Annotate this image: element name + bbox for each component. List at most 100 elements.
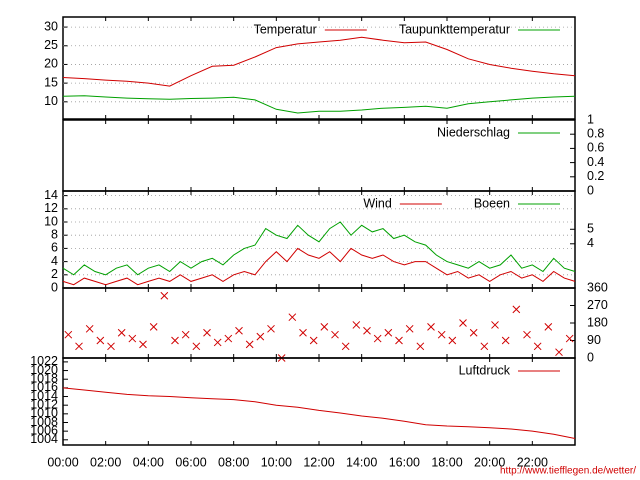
point-marker — [96, 336, 105, 345]
point-marker — [128, 334, 137, 343]
y-tick-label: 1004 — [30, 432, 58, 446]
y-tick-label: 1014 — [30, 389, 58, 403]
point-marker — [149, 323, 158, 331]
point-marker — [491, 321, 499, 329]
x-tick-label: 00:00 — [47, 455, 78, 469]
y2-tick-label: 4 — [587, 236, 594, 250]
point-marker — [75, 342, 83, 351]
y-tick-label: 20 — [44, 57, 58, 71]
point-marker — [299, 328, 307, 337]
point-marker — [544, 323, 553, 331]
point-marker — [288, 313, 297, 322]
legend-label: Boeen — [474, 196, 510, 210]
y-tick-label: 90 — [587, 333, 601, 347]
point-marker — [341, 342, 350, 351]
y-tick-label: 1006 — [30, 423, 58, 437]
point-marker — [85, 324, 94, 333]
y-tick-label: 1 — [587, 112, 594, 126]
y-tick-label: 1012 — [30, 397, 58, 411]
y-tick-label: 10 — [44, 214, 58, 228]
point-marker — [459, 319, 467, 327]
y-tick-label: 12 — [44, 201, 58, 215]
legend-label: Wind — [363, 196, 392, 210]
y-tick-label: 4 — [51, 254, 58, 268]
point-marker — [469, 328, 478, 337]
x-tick-label: 06:00 — [175, 455, 206, 469]
footer-link: http://www.tiefflegen.de/wetter/ — [500, 466, 636, 477]
point-marker — [405, 324, 414, 333]
point-marker — [320, 323, 329, 331]
point-marker — [555, 348, 563, 357]
x-tick-label: 20:00 — [474, 455, 505, 469]
point-marker — [160, 291, 169, 300]
y-tick-label: 6 — [51, 241, 58, 255]
point-marker — [437, 330, 446, 339]
point-marker — [427, 323, 435, 331]
point-marker — [533, 342, 542, 351]
y-tick-label: 14 — [44, 188, 58, 202]
y-tick-label: 0.4 — [587, 155, 604, 169]
x-tick-label: 14:00 — [346, 455, 377, 469]
point-marker — [384, 328, 393, 337]
x-tick-label: 10:00 — [261, 455, 292, 469]
point-marker — [352, 321, 361, 329]
series-line — [62, 247, 576, 286]
point-marker — [309, 336, 318, 345]
series-line — [62, 36, 576, 87]
y-tick-label: 0 — [587, 183, 594, 197]
y-tick-label: 1010 — [30, 406, 58, 420]
y-tick-label: 2 — [51, 267, 58, 281]
point-marker — [512, 305, 521, 314]
legend-label: Luftdruck — [459, 363, 511, 377]
x-tick-label: 12:00 — [303, 455, 334, 469]
y-tick-label: 1016 — [30, 380, 58, 394]
point-marker — [416, 342, 425, 351]
y-tick-label: 180 — [587, 315, 608, 329]
x-tick-label: 18:00 — [431, 455, 462, 469]
y-tick-label: 15 — [44, 75, 58, 89]
y-tick-label: 1008 — [30, 415, 58, 429]
point-marker — [181, 330, 190, 339]
point-marker — [235, 326, 243, 335]
x-tick-label: 08:00 — [218, 455, 249, 469]
point-marker — [224, 334, 233, 343]
point-marker — [363, 326, 371, 335]
y-tick-label: 270 — [587, 298, 608, 312]
y-tick-label: 10 — [44, 94, 58, 108]
point-marker — [117, 328, 126, 337]
x-tick-label: 02:00 — [90, 455, 121, 469]
y-tick-label: 0.6 — [587, 141, 604, 155]
point-marker — [256, 332, 265, 341]
y-tick-label: 8 — [51, 228, 58, 242]
y-tick-label: 25 — [44, 38, 58, 52]
point-marker — [64, 330, 73, 339]
point-marker — [171, 336, 179, 345]
point-marker — [139, 340, 147, 349]
y-tick-label: 360 — [587, 280, 608, 294]
point-marker — [192, 342, 201, 351]
point-marker — [523, 330, 531, 339]
point-marker — [213, 338, 222, 347]
y-tick-label: 0.2 — [587, 169, 604, 183]
x-tick-label: 16:00 — [389, 455, 420, 469]
x-tick-label: 04:00 — [133, 455, 164, 469]
legend-label: Temperatur — [254, 22, 317, 36]
y-tick-label: 0 — [51, 280, 58, 294]
point-marker — [480, 342, 489, 351]
legend-label: Taupunkttemperatur — [399, 22, 510, 36]
point-marker — [448, 336, 457, 345]
y-tick-label: 30 — [44, 19, 58, 33]
x-tick-label: 22:00 — [517, 455, 548, 469]
point-marker — [107, 342, 115, 351]
point-marker — [373, 334, 382, 343]
point-marker — [331, 330, 339, 339]
y-tick-label: 0.8 — [587, 126, 604, 140]
series-line — [62, 387, 576, 439]
y-tick-label: 1022 — [30, 354, 58, 368]
point-marker — [565, 334, 574, 343]
y-tick-label: 1018 — [30, 372, 58, 386]
point-marker — [267, 324, 275, 333]
y-tick-label: 0 — [587, 350, 594, 364]
series-line — [62, 95, 576, 114]
